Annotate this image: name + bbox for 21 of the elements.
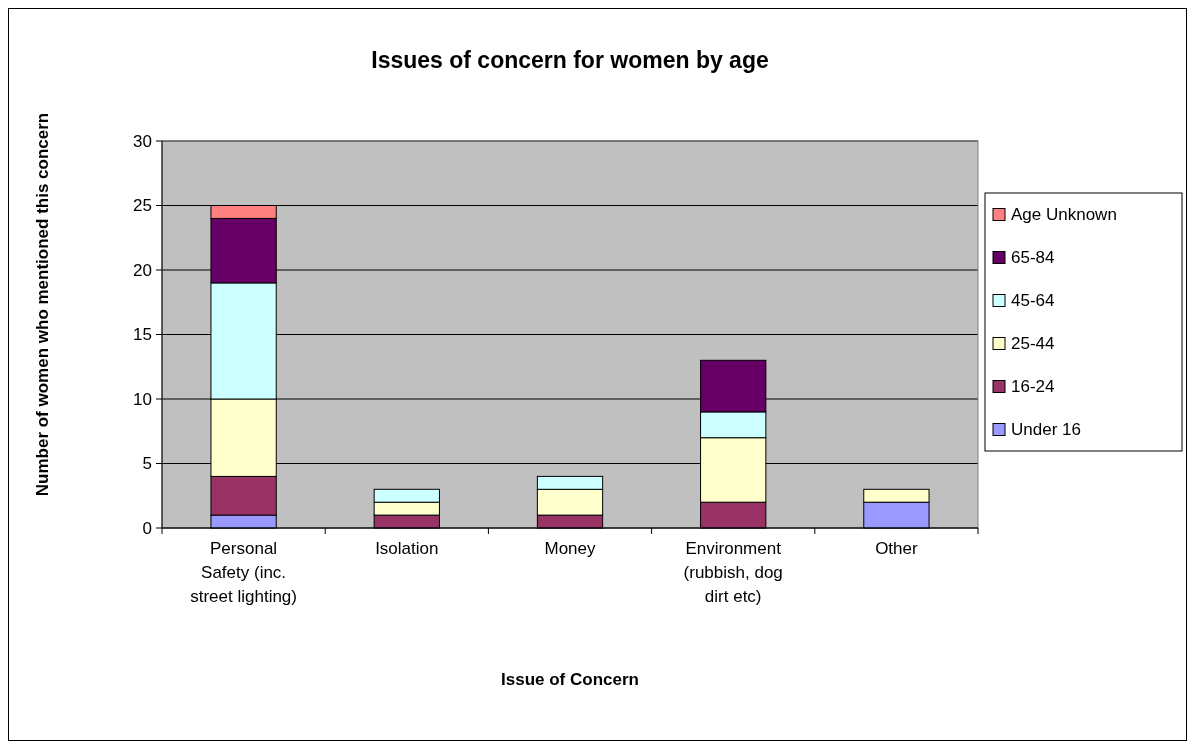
legend-label: 16-24: [1011, 377, 1055, 397]
x-tick-label: Other: [875, 539, 918, 558]
legend-label: Age Unknown: [1011, 205, 1117, 225]
legend-label: Under 16: [1011, 420, 1081, 440]
y-tick-label: 30: [133, 131, 152, 151]
y-tick-label: 25: [133, 196, 152, 216]
y-tick-label: 0: [142, 518, 152, 538]
x-tick-label: Money: [544, 539, 597, 558]
chart-title: Issues of concern for women by age: [371, 47, 769, 73]
x-tick-label: Environment (rubbish, dog dirt etc): [683, 539, 783, 606]
y-tick-label: 10: [133, 389, 152, 409]
legend-label: 45-64: [1011, 291, 1055, 311]
y-tick-label: 15: [133, 325, 152, 345]
y-axis-title: Number of women who mentioned this concern: [33, 112, 52, 497]
x-axis-title: Issue of Concern: [501, 670, 639, 689]
legend-label: 25-44: [1011, 334, 1055, 354]
y-tick-label: 20: [133, 260, 152, 280]
y-tick-label: 5: [142, 454, 152, 474]
legend-label: 65-84: [1011, 248, 1055, 268]
x-tick-label: Isolation: [375, 539, 439, 558]
x-tick-label: Personal Safety (inc. street lighting): [190, 539, 297, 606]
